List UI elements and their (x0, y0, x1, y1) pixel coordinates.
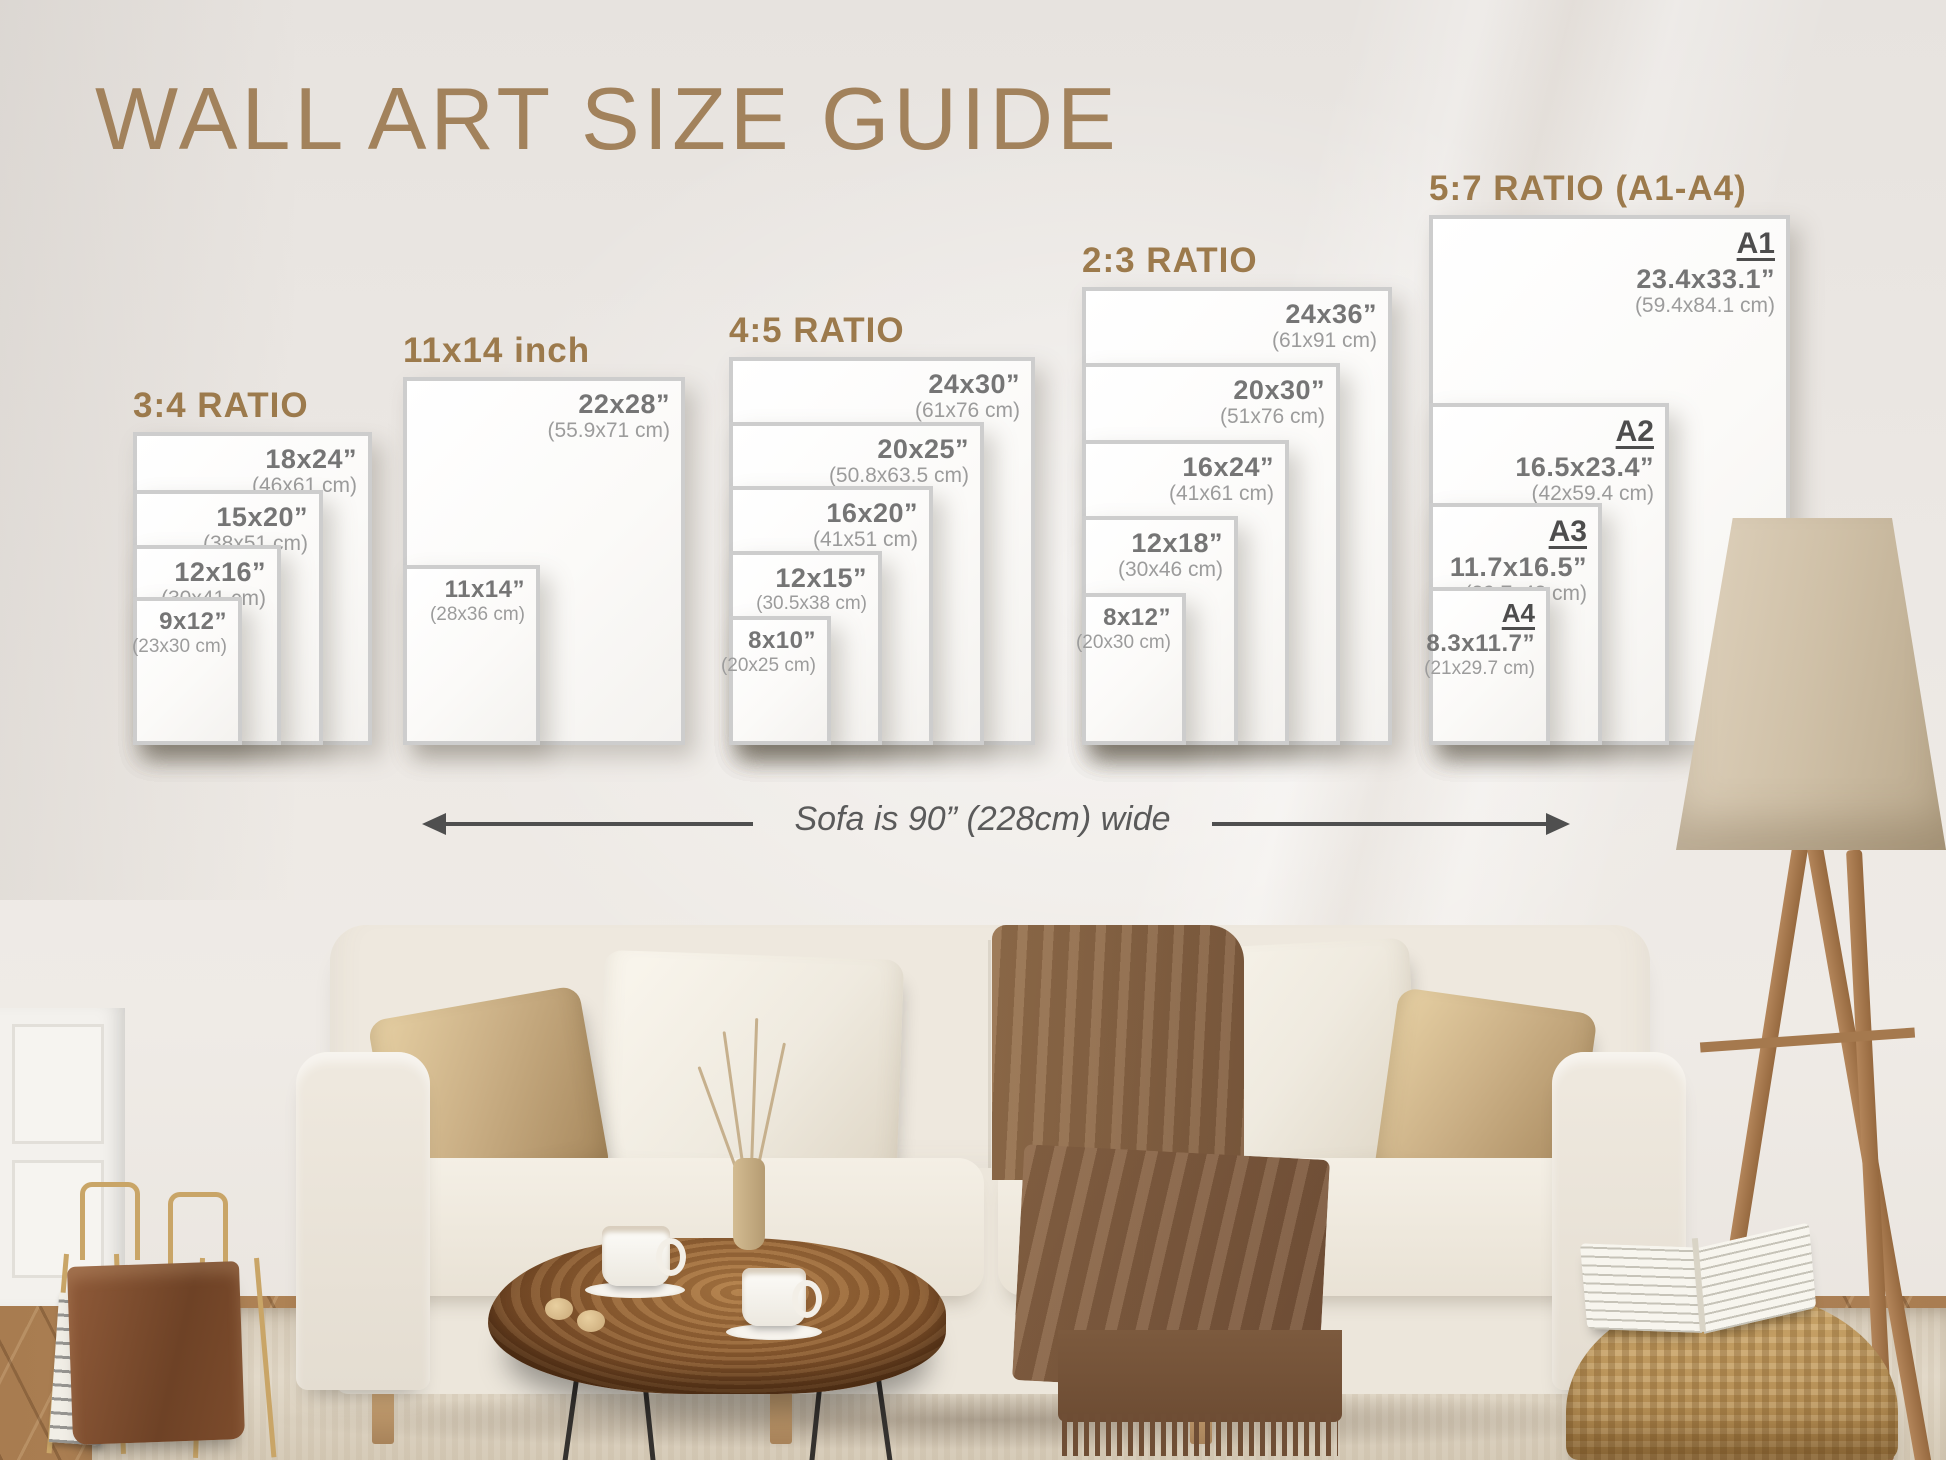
coffee-cup (742, 1268, 822, 1326)
throw-blanket-front (1058, 1330, 1342, 1422)
size-cm: (30x46 cm) (1117, 558, 1223, 582)
size-inches: 11.7x16.5” (1449, 551, 1587, 582)
sofa-width-note: Sofa is 90” (228cm) wide (794, 800, 1171, 838)
group-title-3-4: 3:4 RATIO (133, 386, 309, 425)
size-cm: (41x61 cm) (1168, 482, 1274, 506)
size-inches: 20x30” (1233, 375, 1325, 405)
throw-blanket-back (992, 925, 1244, 1180)
size-inches: 11x14” (444, 576, 525, 603)
size-inches: 18x24” (265, 444, 357, 474)
width-arrow-right (1212, 813, 1570, 835)
page-title: WALL ART SIZE GUIDE (95, 69, 1120, 168)
size-label: 12x15” (30.5x38 cm) (756, 563, 867, 615)
size-label: 24x30” (61x76 cm) (915, 369, 1020, 423)
size-inches: 16.5x23.4” (1515, 451, 1654, 482)
group-title-11x14: 11x14 inch (403, 331, 591, 370)
size-label: 22x28” (55.9x71 cm) (547, 389, 670, 443)
wainscot-panel (0, 1008, 125, 1306)
size-cm: (21x29.7 cm) (1424, 657, 1535, 679)
size-cm: (30.5x38 cm) (756, 593, 867, 615)
size-cm: (59.4x84.1 cm) (1634, 293, 1775, 317)
size-cm: (51x76 cm) (1219, 405, 1325, 429)
size-inches: 12x18” (1131, 528, 1223, 558)
size-label: 20x25” (50.8x63.5 cm) (829, 434, 969, 488)
sofa-seam (988, 940, 991, 1180)
rack-handle (168, 1192, 228, 1270)
poster-frame-8x10: 8x10” (20x25 cm) (721, 616, 831, 745)
width-arrow-left (422, 813, 753, 835)
coffee-cup (602, 1226, 686, 1286)
size-cm: (42x59.4 cm) (1531, 481, 1654, 505)
size-label: 8x12” (20x30 cm) (1075, 604, 1171, 653)
sofa-arm-left (296, 1052, 430, 1390)
size-inches: 8.3x11.7” (1426, 630, 1535, 658)
wainscot-inset (12, 1024, 104, 1144)
magazine-rack (46, 1182, 277, 1460)
group-title-5-7: 5:7 RATIO (A1-A4) (1429, 169, 1747, 208)
size-label: 11x14” (28x36 cm) (429, 576, 525, 625)
rack-handle (80, 1182, 140, 1260)
size-label: 16x20” (41x51 cm) (813, 498, 918, 552)
paper-size-name: A3 (1548, 515, 1587, 548)
size-cm: (28x36 cm) (429, 603, 525, 625)
book-right-pages (1696, 1222, 1817, 1334)
size-inches: 8x12” (1103, 604, 1171, 631)
size-label: 20x30” (51x76 cm) (1220, 375, 1325, 429)
size-cm: (61x91 cm) (1271, 329, 1377, 353)
size-inches: 20x25” (877, 434, 969, 464)
poster-frame-9x12: 9x12” (23x30 cm) (131, 597, 242, 745)
size-inches: 24x30” (928, 369, 1020, 399)
size-label: 24x36” (61x91 cm) (1272, 299, 1377, 353)
book-left-pages (1579, 1243, 1703, 1333)
size-inches: 9x12” (159, 608, 227, 635)
sofa-leg (372, 1392, 394, 1444)
size-inches: 16x20” (826, 498, 918, 528)
size-inches: 12x15” (775, 563, 867, 593)
size-label: 18x24” (46x61 cm) (252, 444, 357, 498)
macaron (545, 1298, 573, 1320)
paper-size-name: A1 (1736, 227, 1775, 260)
poster-frame-a4: A4 8.3x11.7” (21x29.7 cm) (1424, 587, 1550, 745)
size-label: A1 23.4x33.1” (59.4x84.1 cm) (1635, 227, 1775, 317)
paper-size-name: A4 (1501, 598, 1535, 628)
size-cm: (23x30 cm) (131, 635, 227, 657)
size-cm: (20x25 cm) (720, 654, 816, 676)
size-inches: 24x36” (1285, 299, 1377, 329)
group-title-4-5: 4:5 RATIO (729, 311, 905, 350)
rack-leather-sling (66, 1261, 246, 1445)
sofa-leg (770, 1392, 792, 1444)
macaron (577, 1310, 605, 1332)
size-inches: 15x20” (216, 502, 308, 532)
poster-frame-8x12: 8x12” (20x30 cm) (1076, 593, 1186, 745)
size-inches: 16x24” (1182, 452, 1274, 482)
size-cm: (61x76 cm) (914, 399, 1020, 423)
group-title-2-3: 2:3 RATIO (1082, 241, 1258, 280)
vase (733, 1158, 765, 1250)
size-label: 8x10” (20x25 cm) (720, 627, 816, 676)
sofa-floor-shadow (260, 1390, 1720, 1450)
size-label: 16x24” (41x61 cm) (1169, 452, 1274, 506)
size-label: 15x20” (38x51 cm) (203, 502, 308, 556)
size-cm: (41x51 cm) (812, 528, 918, 552)
size-inches: 8x10” (748, 627, 816, 654)
size-inches: 23.4x33.1” (1636, 263, 1775, 294)
size-label: A2 16.5x23.4” (42x59.4 cm) (1515, 415, 1654, 505)
throw-fringe (1062, 1414, 1338, 1456)
size-inches: 22x28” (578, 389, 670, 419)
saucer (585, 1282, 685, 1298)
saucer (726, 1324, 822, 1340)
size-inches: 12x16” (174, 557, 266, 587)
size-cm: (50.8x63.5 cm) (828, 464, 969, 488)
size-cm: (20x30 cm) (1075, 631, 1171, 653)
size-label: 12x18” (30x46 cm) (1118, 528, 1223, 582)
poster-frame-11x14: 11x14” (28x36 cm) (403, 565, 540, 745)
size-label: A4 8.3x11.7” (21x29.7 cm) (1424, 598, 1535, 679)
paper-size-name: A2 (1615, 415, 1654, 448)
size-label: 9x12” (23x30 cm) (131, 608, 227, 657)
size-cm: (55.9x71 cm) (547, 419, 670, 443)
